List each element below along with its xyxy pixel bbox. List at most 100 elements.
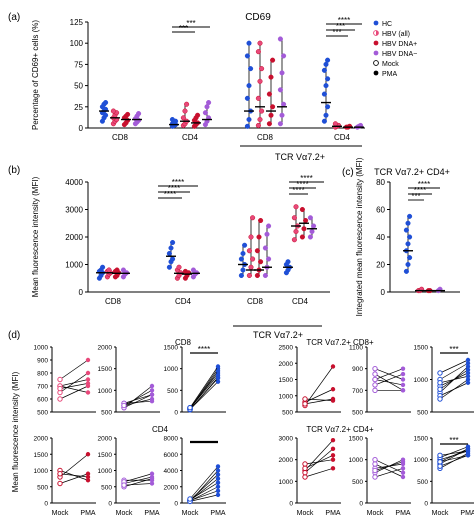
y-tick-label: 0 — [44, 501, 48, 508]
y-tick-label: 1500 — [349, 436, 364, 443]
mock-point — [57, 385, 63, 392]
data-point — [170, 256, 176, 262]
x-category-label: CD8 — [247, 297, 264, 306]
subplot-title-cd4: CD4 — [152, 425, 169, 434]
y-tick-label: 600 — [37, 397, 48, 404]
y-tick-label: 0 — [174, 501, 178, 508]
legend-label: HC — [382, 21, 392, 28]
pma-point — [85, 390, 91, 395]
data-point — [323, 61, 329, 67]
mock-point — [302, 474, 308, 480]
pma-point — [465, 453, 471, 458]
pma-point — [149, 476, 155, 481]
paired-line — [304, 455, 334, 469]
data-point — [332, 121, 338, 127]
y-tick-label: 2000 — [34, 436, 49, 443]
data-point — [259, 108, 265, 114]
data-point — [240, 267, 246, 273]
significance-label: **** — [296, 180, 308, 189]
pma-point — [400, 474, 406, 480]
y-tick-label: 1000 — [98, 468, 113, 475]
pma-point — [215, 492, 221, 498]
x-category-label: CD4 — [175, 297, 192, 306]
data-point — [244, 123, 250, 129]
mock-point — [302, 469, 308, 476]
group-bracket-label-a: TCR Vα7.2+ — [275, 152, 325, 162]
data-point — [262, 272, 268, 279]
y-tick-label: 100 — [70, 39, 84, 48]
data-point — [299, 234, 305, 240]
y-tick-label: 500 — [352, 410, 363, 417]
pma-point — [330, 364, 336, 369]
significance-label: **** — [164, 190, 176, 199]
y-tick-label: 125 — [70, 18, 84, 27]
y-tick-label: 75 — [74, 60, 83, 69]
y-tick-label: 1500 — [98, 452, 113, 459]
paired-line — [189, 482, 219, 501]
data-point — [182, 108, 188, 114]
pma-point — [330, 453, 336, 458]
paired-line — [304, 448, 334, 473]
mock-point — [302, 461, 308, 467]
mock-point — [57, 471, 63, 477]
mock-point — [372, 371, 378, 377]
paired-line — [189, 466, 219, 500]
pma-point — [215, 368, 221, 374]
pma-point — [465, 446, 471, 452]
pma-point — [215, 472, 221, 477]
data-point — [268, 74, 274, 80]
mock-point — [437, 380, 443, 386]
pma-point — [330, 396, 336, 402]
significance-label: *** — [449, 345, 458, 354]
pma-point — [85, 381, 91, 386]
paired-line — [59, 473, 89, 478]
significance-label: **** — [168, 184, 180, 193]
data-point — [281, 101, 287, 107]
data-point — [242, 242, 248, 248]
mock-point — [437, 396, 443, 402]
data-point — [266, 121, 272, 127]
pma-point — [85, 474, 91, 480]
data-point — [325, 57, 331, 63]
pma-point — [330, 437, 336, 443]
data-point — [190, 267, 196, 273]
data-point — [407, 213, 413, 219]
mock-point — [302, 396, 308, 402]
mock-point — [372, 467, 378, 474]
paired-line — [304, 439, 334, 471]
data-point — [246, 83, 252, 89]
pma-point — [215, 484, 221, 489]
x-tick-label-mock: Mock — [367, 510, 384, 517]
x-tick-label-mock: Mock — [297, 510, 314, 517]
x-tick-label-mock: Mock — [52, 510, 69, 517]
data-point — [277, 87, 283, 93]
legend-label: HBV DNA+ — [382, 41, 417, 48]
mock-point — [302, 401, 308, 407]
paired-line — [59, 383, 89, 389]
pma-point — [85, 377, 91, 382]
pma-point — [85, 452, 91, 457]
data-point — [347, 123, 353, 129]
y-tick-label: 20 — [376, 261, 385, 270]
y-tick-label: 0 — [79, 124, 84, 133]
data-point — [195, 112, 201, 118]
legend-marker — [373, 60, 379, 66]
y-tick-label: 6000 — [164, 452, 179, 459]
pma-point — [85, 370, 91, 376]
data-point — [182, 268, 188, 274]
pma-point — [215, 480, 221, 485]
paired-line — [439, 446, 469, 458]
data-point — [270, 57, 276, 63]
y-tick-label: 1500 — [279, 377, 294, 384]
x-tick-label-mock: Mock — [116, 510, 133, 517]
y-tick-label: 500 — [282, 410, 293, 417]
y-tick-label: 60 — [376, 206, 385, 215]
y-tick-label: 1000 — [414, 457, 429, 464]
y-tick-label: 2000 — [98, 436, 113, 443]
data-point — [277, 121, 283, 127]
data-point — [248, 66, 254, 72]
data-point — [246, 272, 252, 279]
pma-point — [465, 367, 471, 372]
y-tick-label: 1000 — [164, 366, 179, 373]
y-tick-label: 0 — [289, 501, 293, 508]
